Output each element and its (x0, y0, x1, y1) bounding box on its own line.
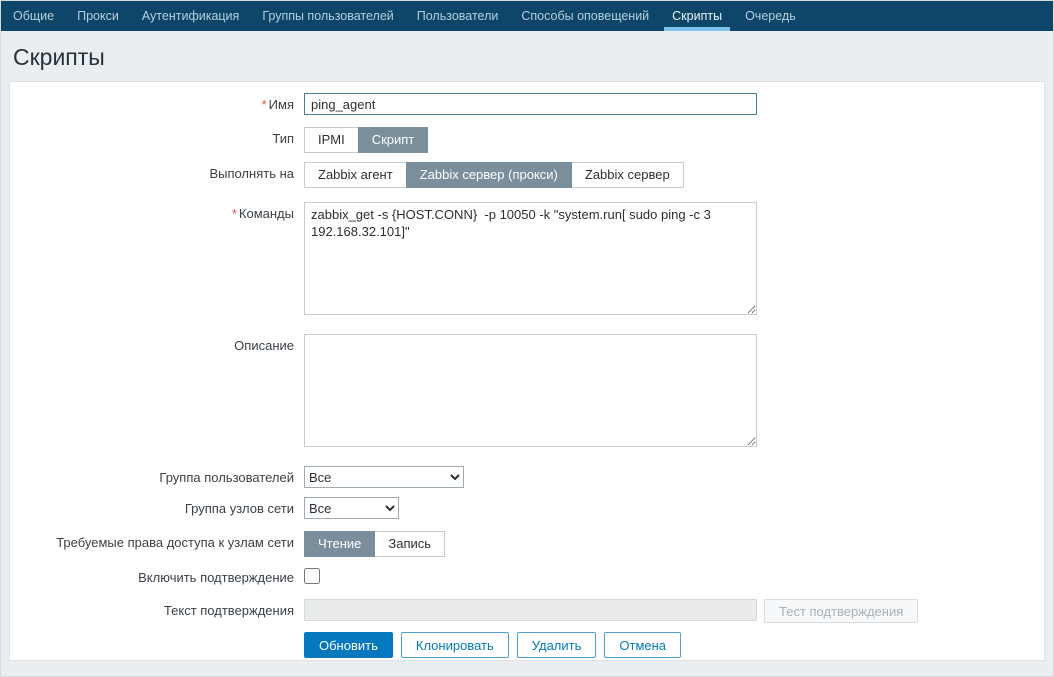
confirmation-checkbox[interactable] (304, 568, 320, 584)
required-asterisk: * (261, 97, 267, 112)
nav-item-authentication[interactable]: Аутентификация (141, 9, 240, 23)
host-group-label: Группа узлов сети (184, 501, 294, 516)
actions-spacer (10, 632, 304, 636)
page-title: Скрипты (13, 44, 105, 70)
test-confirmation-button: Тест подтверждения (764, 599, 919, 623)
update-button[interactable]: Обновить (304, 632, 393, 658)
script-edit-form: *Имя Тип IPMI Скрипт Выполнять на Zabbix… (9, 81, 1045, 661)
nav-item-general[interactable]: Общие (13, 9, 55, 23)
permission-option-write[interactable]: Запись (374, 531, 446, 557)
top-nav: Общие Прокси Аутентификация Группы польз… (1, 1, 1053, 31)
form-row-name: * Имя (10, 93, 1044, 115)
permission-option-read[interactable]: Чтение (304, 531, 376, 557)
cancel-button[interactable]: Отмена (604, 632, 682, 658)
commands-label: * Команды (231, 206, 294, 221)
nav-item-user-groups[interactable]: Группы пользователей (262, 9, 394, 23)
permissions-switcher: Чтение Запись (304, 531, 446, 557)
nav-item-scripts[interactable]: Скрипты (664, 1, 731, 31)
form-row-description: Описание (10, 334, 1044, 447)
name-label: * Имя (261, 97, 294, 112)
nav-item-queue[interactable]: Очередь (745, 9, 796, 23)
required-asterisk: * (231, 206, 237, 221)
type-option-ipmi[interactable]: IPMI (304, 127, 359, 153)
form-row-confirmation-text: Текст подтверждения Тест подтверждения (10, 599, 1044, 623)
execute-option-agent[interactable]: Zabbix агент (304, 162, 407, 188)
form-row-type: Тип IPMI Скрипт (10, 127, 1044, 153)
execute-option-server-proxy[interactable]: Zabbix сервер (прокси) (405, 162, 572, 188)
type-switcher: IPMI Скрипт (304, 127, 429, 153)
type-option-script[interactable]: Скрипт (357, 127, 429, 153)
description-label: Описание (234, 338, 294, 353)
confirmation-text-input (304, 599, 757, 621)
form-row-commands: * Команды zabbix_get -s {HOST.CONN} -p 10… (10, 202, 1044, 315)
clone-button[interactable]: Клонировать (400, 632, 509, 658)
form-row-execute-on: Выполнять на Zabbix агент Zabbix сервер … (10, 162, 1044, 188)
nav-item-proxies[interactable]: Прокси (77, 9, 119, 23)
confirmation-label: Включить подтверждение (138, 570, 294, 585)
confirmation-text-label: Текст подтверждения (163, 603, 294, 618)
execute-option-server[interactable]: Zabbix сервер (570, 162, 684, 188)
page-header: Скрипты (1, 31, 1053, 81)
delete-button[interactable]: Удалить (516, 632, 597, 658)
host-group-select[interactable]: Все (304, 497, 399, 519)
type-label: Тип (272, 131, 294, 146)
nav-item-users[interactable]: Пользователи (416, 9, 499, 23)
nav-item-media-types[interactable]: Способы оповещений (521, 9, 650, 23)
name-input[interactable] (304, 93, 757, 115)
execute-on-label: Выполнять на (209, 166, 294, 181)
form-actions: Обновить Клонировать Удалить Отмена (10, 632, 1044, 658)
user-group-label: Группа пользователей (159, 470, 294, 485)
execute-on-switcher: Zabbix агент Zabbix сервер (прокси) Zabb… (304, 162, 684, 188)
user-group-select[interactable]: Все (304, 466, 464, 488)
form-row-user-group: Группа пользователей Все (10, 466, 1044, 488)
form-row-host-group: Группа узлов сети Все (10, 497, 1044, 519)
permissions-label: Требуемые права доступа к узлам сети (56, 535, 294, 550)
form-row-permissions: Требуемые права доступа к узлам сети Чте… (10, 531, 1044, 557)
description-textarea[interactable] (304, 334, 757, 447)
commands-textarea[interactable]: zabbix_get -s {HOST.CONN} -p 10050 -k "s… (304, 202, 757, 315)
form-row-confirmation: Включить подтверждение (10, 566, 1044, 585)
